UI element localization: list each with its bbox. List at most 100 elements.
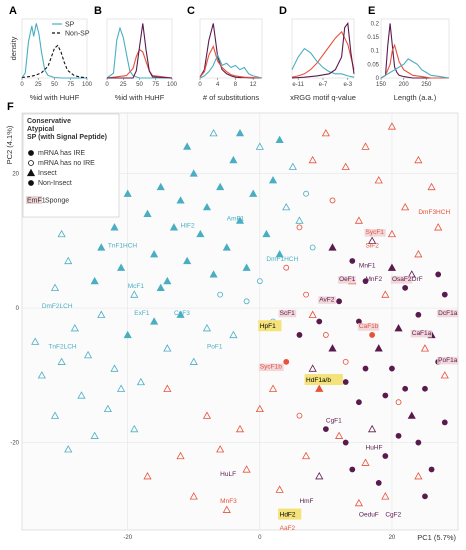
data-point — [64, 256, 73, 265]
legend-class-label: Atypical — [27, 126, 54, 133]
data-point — [402, 385, 409, 392]
panel-d-xlabel: xRGG motif q-value — [290, 93, 356, 102]
series-line-e-1 — [380, 43, 449, 79]
data-point — [169, 223, 179, 231]
data-point — [255, 404, 264, 413]
point-label: HdF1a/b — [306, 377, 331, 384]
point-label: DmF2LCH — [42, 303, 73, 310]
data-point — [256, 278, 263, 285]
x-tick-label: 25 — [120, 82, 127, 88]
data-point — [381, 290, 390, 298]
data-point — [110, 364, 119, 372]
x-tick-label: -20 — [123, 535, 132, 541]
point-label: AvF2 — [319, 296, 334, 303]
data-point — [422, 493, 428, 500]
legend-marker — [26, 168, 36, 177]
legend-class-label: Conservative — [27, 118, 71, 125]
y-tick-label: 20 — [12, 172, 19, 178]
panel-f-letter: F — [7, 101, 14, 113]
point-label: SycF1 — [366, 229, 385, 236]
data-point — [395, 432, 402, 439]
data-point — [176, 196, 185, 204]
panel-e-letter: E — [368, 5, 375, 17]
point-label: PoF1 — [207, 343, 223, 350]
data-point — [176, 451, 185, 460]
legend-nonsp-label: Non-SP — [65, 31, 90, 38]
data-point — [70, 324, 79, 332]
data-point — [382, 392, 389, 399]
x-tick-label: 150 — [376, 82, 387, 88]
series-line-b-2 — [107, 23, 173, 79]
data-point — [37, 371, 46, 379]
data-point — [283, 358, 290, 365]
data-point — [349, 466, 356, 473]
point-label: ScF1 — [280, 310, 296, 317]
panel-a-ylabel: density — [9, 36, 18, 60]
legend-marker-label: mRNA has no IRE — [38, 160, 95, 167]
data-point — [374, 176, 383, 184]
data-point — [354, 498, 363, 507]
data-point — [354, 216, 363, 224]
point-label: AaF2 — [280, 525, 296, 532]
data-point — [401, 202, 410, 211]
x-tick-label: e-3 — [343, 82, 352, 88]
data-point — [322, 426, 329, 433]
panel-a-letter: A — [9, 5, 17, 17]
data-point — [296, 224, 303, 231]
point-label: PoF1a — [438, 357, 458, 364]
x-tick-label: 0 — [198, 82, 202, 88]
data-point — [130, 424, 139, 433]
data-point — [222, 243, 231, 251]
data-point — [308, 310, 317, 318]
panel-b-letter: B — [94, 5, 102, 17]
data-point — [349, 258, 356, 264]
data-point — [321, 128, 330, 137]
data-point — [123, 330, 132, 339]
data-point — [414, 155, 423, 164]
x-tick-label: 20 — [389, 535, 396, 541]
x-tick-label: 0 — [20, 82, 24, 88]
point-label: DrF — [412, 276, 423, 283]
data-point — [361, 142, 370, 150]
data-point — [229, 330, 238, 339]
point-label: ExF1 — [134, 310, 150, 317]
data-point — [322, 332, 329, 338]
data-point — [303, 291, 309, 298]
panel-f-xlabel: PC1 (5.7%) — [417, 533, 456, 542]
data-point — [342, 439, 349, 446]
data-point — [176, 310, 185, 318]
label-bg — [410, 329, 432, 338]
data-point — [282, 202, 291, 211]
data-point — [315, 384, 324, 392]
x-tick-label: 25 — [35, 82, 42, 88]
data-point — [387, 263, 397, 271]
data-point — [335, 431, 344, 439]
data-point — [110, 223, 119, 231]
series-line-c-0 — [199, 23, 262, 79]
data-point — [235, 128, 245, 137]
data-point — [308, 364, 317, 372]
data-point — [117, 384, 126, 392]
data-point — [368, 236, 377, 244]
legend-class-label: SP (with Signal Peptide) — [27, 134, 107, 141]
data-point — [229, 155, 238, 164]
label-bg — [390, 276, 413, 284]
point-label: HIF2 — [181, 222, 195, 229]
data-point — [415, 311, 422, 318]
legend-marker — [28, 150, 34, 156]
data-point — [342, 379, 349, 385]
y-tick-label: 0.1 — [371, 49, 380, 55]
data-point — [414, 250, 423, 258]
legend-sponge-box-label: EmF1 — [27, 198, 46, 205]
data-point — [156, 182, 165, 191]
data-point — [222, 505, 231, 513]
data-point — [296, 412, 303, 419]
point-label: HuHF — [366, 444, 383, 451]
data-point — [328, 243, 337, 251]
data-point — [163, 276, 172, 285]
data-point — [268, 176, 278, 184]
point-label: CgF3 — [174, 310, 190, 317]
data-point — [163, 384, 172, 392]
data-point — [150, 317, 159, 325]
series-line-e-2 — [380, 58, 450, 79]
